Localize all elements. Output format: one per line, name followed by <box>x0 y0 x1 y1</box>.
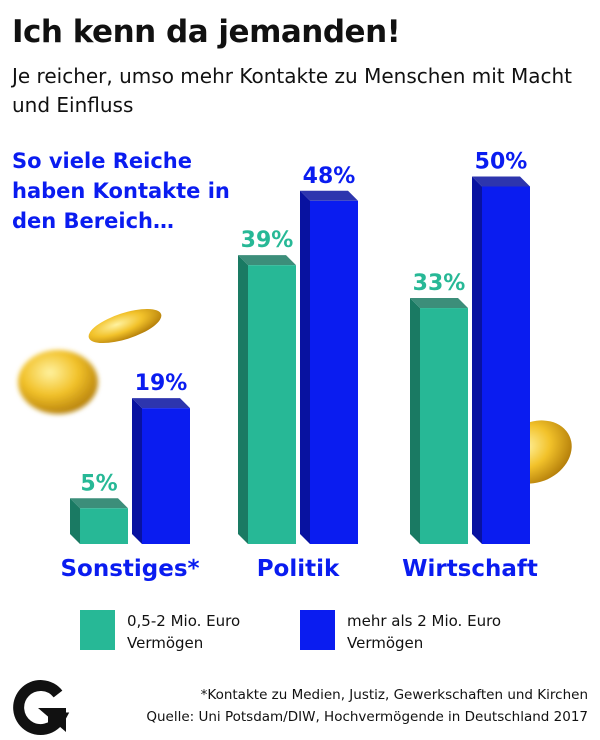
bar <box>80 508 128 544</box>
data-label: 39% <box>241 228 294 253</box>
page-title: Ich kenn da jemanden! <box>12 14 401 50</box>
bar <box>248 265 296 544</box>
footnote: *Kontakte zu Medien, Justiz, Gewerkschaf… <box>146 684 588 728</box>
footnote-text: *Kontakte zu Medien, Justiz, Gewerkschaf… <box>200 687 588 703</box>
bar-side <box>410 298 420 544</box>
source-text: Quelle: Uni Potsdam/DIW, Hochvermögende … <box>146 709 588 725</box>
bar-side <box>132 398 142 544</box>
legend-label: 0,5-2 Mio. Euro Vermögen <box>127 612 241 652</box>
legend-item-low: 0,5-2 Mio. Euro Vermögen <box>80 610 317 654</box>
bar-side <box>472 176 482 544</box>
data-label: 33% <box>413 271 466 296</box>
bar-side <box>70 498 80 544</box>
bar-top <box>238 255 296 266</box>
bar-top <box>132 398 190 409</box>
bar <box>310 200 358 545</box>
chart-intro: So viele Reiche haben Kontakte in den Be… <box>12 149 230 233</box>
g-arrow-logo-icon <box>13 680 70 736</box>
category-label: Sonstiges* <box>60 556 199 582</box>
bar <box>482 186 530 544</box>
category-label: Wirtschaft <box>402 556 538 582</box>
data-label: 50% <box>475 150 528 175</box>
bar-top <box>410 298 468 309</box>
bar-side <box>300 190 310 545</box>
bar-top <box>70 498 128 509</box>
legend-swatch <box>80 610 115 650</box>
data-label: 19% <box>135 371 188 396</box>
bar-top <box>300 190 358 201</box>
legend-label: mehr als 2 Mio. Euro Vermögen <box>347 612 502 652</box>
bar-top <box>472 176 530 187</box>
page-subtitle: Je reicher, umso mehr Kontakte zu Mensch… <box>12 64 573 117</box>
bar <box>420 308 468 544</box>
legend-item-high: mehr als 2 Mio. Euro Vermögen <box>300 610 537 654</box>
bar-chart: 5% 19% Sonstiges* 39% 48% Politik 33% 50% Wirtsc… <box>18 150 572 582</box>
bar <box>142 408 190 544</box>
data-label: 48% <box>303 164 356 189</box>
legend-swatch <box>300 610 335 650</box>
data-label: 5% <box>80 471 117 496</box>
category-label: Politik <box>257 556 340 582</box>
bar-side <box>238 255 248 544</box>
